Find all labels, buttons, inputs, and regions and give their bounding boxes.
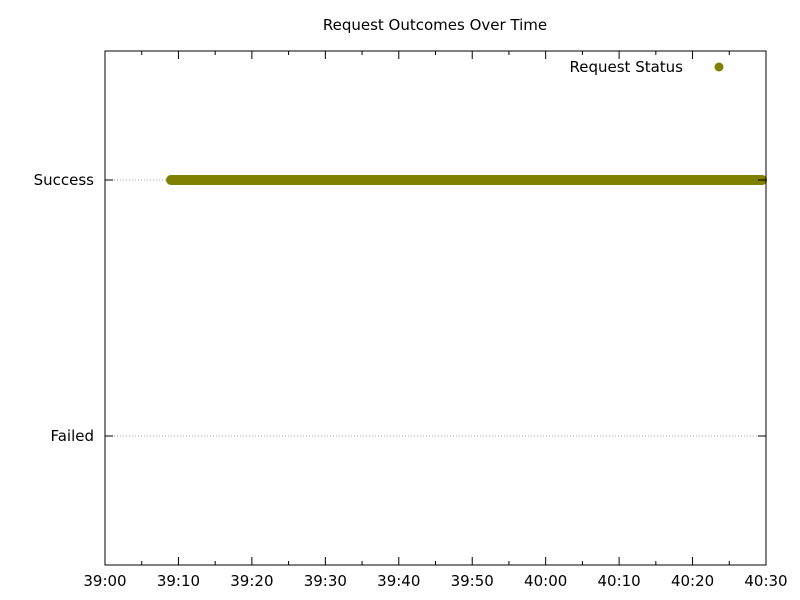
data-point [614,175,625,185]
data-point [687,175,698,185]
x-tick-label: 39:40 [377,572,420,590]
legend-label: Request Status [570,58,684,76]
data-point [320,175,331,185]
x-tick-label: 39:30 [304,572,347,590]
data-point [210,175,221,185]
grid-lines [105,179,766,437]
data-point [283,175,294,185]
data-point [724,175,735,185]
x-tick-label: 40:00 [524,572,567,590]
x-tick-label: 39:50 [451,572,494,590]
x-tick-label: 39:20 [230,572,273,590]
chart-title: Request Outcomes Over Time [323,16,547,34]
data-point [540,175,551,185]
data-point [430,175,441,185]
data-point [246,175,257,185]
legend-marker [714,62,724,72]
data-point [503,175,514,185]
data-point [166,175,177,185]
data-point [393,175,404,185]
x-axis-tick-labels: 39:00 39:10 39:20 39:30 39:40 39:50 40:00 40:10… [83,572,787,590]
x-tick-label: 40:10 [597,572,640,590]
axis-ticks [104,51,767,565]
x-tick-label: 39:00 [83,572,126,590]
series-request-status [166,175,767,185]
x-tick-label: 40:20 [671,572,714,590]
x-tick-label: 39:10 [157,572,200,590]
data-point [577,175,588,185]
data-point [357,175,368,185]
y-tick-label: Success [34,171,95,189]
y-axis-tick-labels: Failed Success [34,171,95,445]
data-point [650,175,661,185]
y-tick-label: Failed [50,427,94,445]
x-tick-label: 40:30 [744,572,787,590]
data-point [467,175,478,185]
legend: Request Status [570,58,724,76]
plot-frame [104,50,767,566]
